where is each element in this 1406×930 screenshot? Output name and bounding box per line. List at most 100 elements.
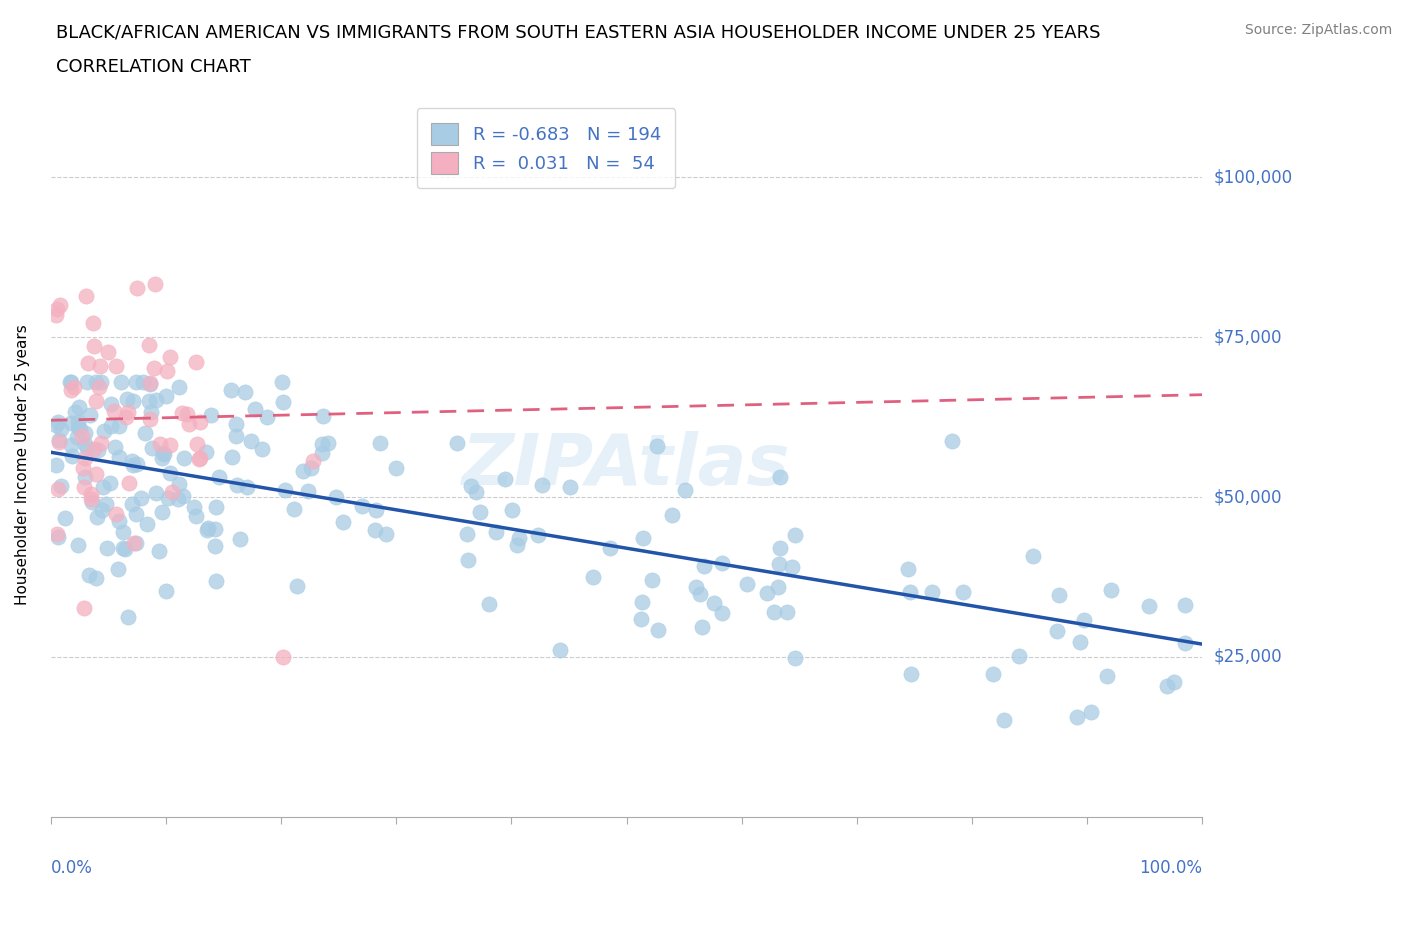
Point [72, 460, 94, 475]
Point [225, 429, 247, 444]
Point [60, 416, 83, 431]
Point [1066, 710, 1088, 724]
Point [645, 439, 668, 454]
Point [1173, 598, 1195, 613]
Point [176, 406, 198, 421]
Point [138, 338, 160, 352]
Point [252, 442, 274, 457]
Point [45, 308, 67, 323]
Text: Source: ZipAtlas.com: Source: ZipAtlas.com [1244, 23, 1392, 37]
Point [1008, 648, 1031, 663]
Point [204, 538, 226, 553]
Point [271, 394, 294, 409]
Point [48, 434, 70, 449]
Point [364, 503, 387, 518]
Point [219, 382, 242, 397]
Point [46, 526, 69, 541]
Point [184, 509, 207, 524]
Point [501, 502, 523, 517]
Point [122, 458, 145, 472]
Point [311, 436, 333, 451]
Point [172, 489, 194, 504]
Point [67, 400, 90, 415]
Point [204, 522, 226, 537]
Point [90, 502, 112, 517]
Point [66, 419, 89, 434]
Point [105, 506, 128, 521]
Point [1069, 634, 1091, 649]
Point [48, 433, 70, 448]
Point [274, 483, 297, 498]
Point [1095, 669, 1118, 684]
Point [236, 480, 259, 495]
Point [72, 429, 94, 444]
Point [780, 560, 803, 575]
Point [114, 542, 136, 557]
Point [86, 393, 108, 408]
Point [73, 470, 96, 485]
Point [73, 480, 96, 495]
Point [82, 316, 104, 331]
Point [108, 449, 131, 464]
Legend: R = -0.683   N = 194, R =  0.031   N =  54: R = -0.683 N = 194, R = 0.031 N = 54 [416, 108, 675, 189]
Point [172, 405, 194, 420]
Point [177, 417, 200, 432]
Point [138, 412, 160, 427]
Point [87, 443, 110, 458]
Point [148, 544, 170, 559]
Point [149, 437, 172, 452]
Point [159, 466, 181, 481]
Point [763, 604, 786, 619]
Point [73, 425, 96, 440]
Point [661, 508, 683, 523]
Point [301, 460, 323, 475]
Point [186, 354, 208, 369]
Point [76, 375, 98, 390]
Point [91, 480, 114, 495]
Point [45, 418, 67, 432]
Point [190, 414, 212, 429]
Point [283, 501, 305, 516]
Point [63, 405, 86, 419]
Point [46, 415, 69, 430]
Point [59, 383, 82, 398]
Text: 100.0%: 100.0% [1139, 859, 1202, 877]
Point [531, 477, 554, 492]
Point [205, 499, 228, 514]
Point [129, 491, 152, 506]
Point [153, 446, 176, 461]
Point [97, 345, 120, 360]
Point [457, 552, 479, 567]
Point [1045, 623, 1067, 638]
Point [46, 302, 69, 317]
Point [1099, 583, 1122, 598]
Point [548, 643, 571, 658]
Text: $75,000: $75,000 [1213, 328, 1282, 346]
Point [527, 528, 550, 543]
Point [460, 479, 482, 494]
Point [125, 535, 148, 550]
Point [735, 577, 758, 591]
Point [169, 476, 191, 491]
Point [332, 515, 354, 530]
Point [142, 361, 165, 376]
Point [136, 516, 159, 531]
Point [233, 384, 256, 399]
Text: $50,000: $50,000 [1213, 488, 1282, 506]
Point [83, 339, 105, 353]
Point [46, 482, 69, 497]
Point [186, 436, 208, 451]
Point [221, 449, 243, 464]
Point [465, 485, 488, 499]
Point [1022, 549, 1045, 564]
Point [692, 619, 714, 634]
Point [297, 484, 319, 498]
Point [155, 583, 177, 598]
Point [685, 579, 707, 594]
Point [150, 450, 173, 465]
Point [301, 454, 323, 469]
Point [115, 392, 138, 406]
Point [631, 531, 654, 546]
Point [84, 571, 107, 586]
Point [125, 375, 148, 390]
